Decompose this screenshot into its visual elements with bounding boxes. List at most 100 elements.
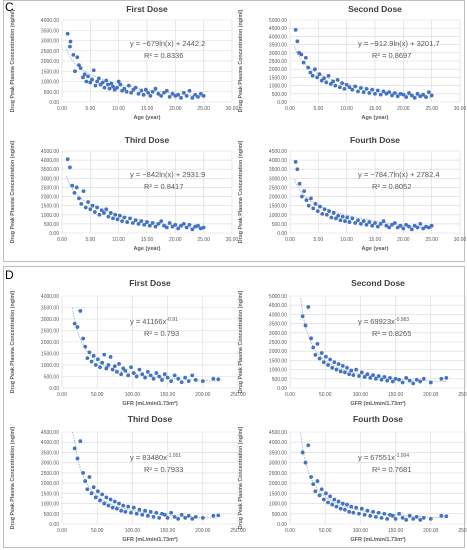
data-point [87,350,92,355]
data-point [331,79,335,84]
data-point [347,509,352,514]
data-point [357,511,361,516]
data-point [90,77,94,82]
data-point [72,321,77,326]
trendline [294,46,432,99]
data-point [139,88,144,93]
data-point [98,498,102,503]
y-tick-label: 3500.00 [269,322,287,328]
x-axis-title: GFR (mL/min/1.73m²) [122,536,177,543]
y-tick-label: 500.00 [44,222,60,228]
data-point [390,379,395,384]
data-point [370,87,375,92]
data-point [344,82,349,87]
data-point [333,83,338,88]
y-tick-label: 2500.00 [269,340,287,346]
x-axis-title: Age (year) [362,246,389,252]
data-point [111,216,115,221]
data-point [154,510,159,515]
x-axis-title: GFR (mL/min/1.73m²) [122,400,177,407]
data-point [302,189,307,193]
data-point [93,363,98,367]
x-tick-label: 15.00 [369,106,382,112]
data-point [295,39,300,44]
y-tick-label: 4000.00 [41,18,59,24]
x-tick-label: 100.00 [353,528,369,534]
data-point [102,352,107,357]
data-point [388,375,392,380]
data-point [75,55,80,60]
data-point [183,375,188,380]
data-point [126,83,131,88]
data-point [310,73,315,78]
y-tick-label: 500.00 [272,377,288,383]
y-axis-title: Drug Peak Plasma Concentration (ng/ml) [10,9,16,112]
data-point [193,378,198,382]
data-point [367,220,372,224]
data-point [326,363,330,367]
data-point [361,90,366,95]
chart-title: Second Dose [348,4,402,14]
panel-d-frame [3,266,465,548]
data-point [407,224,411,229]
data-point [70,183,75,188]
data-point [104,366,109,371]
x-tick-label: 100.00 [125,528,141,534]
x-tick-label: 100.00 [353,392,369,398]
data-point [309,336,314,341]
data-point [392,91,397,95]
data-point [311,345,316,350]
data-point [102,85,107,90]
data-point [375,88,380,93]
x-tick-label: 150.00 [388,392,404,398]
data-point [439,376,444,381]
data-point [338,218,343,223]
data-point [98,365,102,370]
x-tick-label: 10.00 [340,237,353,243]
data-point [428,380,433,385]
data-point [340,364,345,368]
data-point [428,516,433,521]
data-point [200,515,205,520]
data-point [81,470,86,475]
y-tick-label: 0.00 [49,386,59,392]
y-tick-label: 1000.00 [269,84,287,90]
data-point [201,225,206,230]
data-point [72,191,77,195]
data-point [343,219,347,224]
y-tick-label: 0.00 [277,100,287,106]
data-point [426,225,431,230]
data-point [390,93,394,98]
data-point [78,309,83,313]
data-point [162,223,166,228]
y-tick-label: 500.00 [272,512,288,518]
x-tick-label: 250.00 [458,392,467,398]
data-point [387,90,392,95]
data-point [426,90,431,95]
data-point [150,221,155,225]
x-tick-label: 30.00 [226,106,239,112]
data-point [375,224,380,229]
chart-8: Fourth Dose 0.00 500.00 1000.00 1500.00 2000.… [238,414,467,543]
data-point [337,85,342,90]
data-point [359,506,364,511]
data-point [216,377,221,382]
data-point [125,220,130,224]
y-tick-label: 2500.00 [269,59,287,65]
y-axis-title: Drug Peak Plasma Concentration (ng/ml) [238,290,244,393]
data-point [322,207,327,212]
y-tick-label: 3500.00 [41,450,59,456]
trend-equation: y = 83480x-1.051 [130,453,181,462]
data-point [335,77,340,82]
data-point [186,513,191,518]
x-tick-label: 25.00 [425,106,438,112]
data-point [156,91,161,96]
data-point [393,376,398,381]
data-point [81,189,86,193]
chart-5: First Dose 0.00 500.00 1000.00 1500.00 2000.0… [10,278,246,407]
y-axis-title: Drug Peak Plasma Concentration (ng/ml) [238,9,244,112]
x-tick-label: 250.00 [230,528,246,534]
data-point [404,222,409,227]
x-tick-label: 0.00 [57,392,67,398]
x-tick-label: 5.00 [313,106,323,112]
